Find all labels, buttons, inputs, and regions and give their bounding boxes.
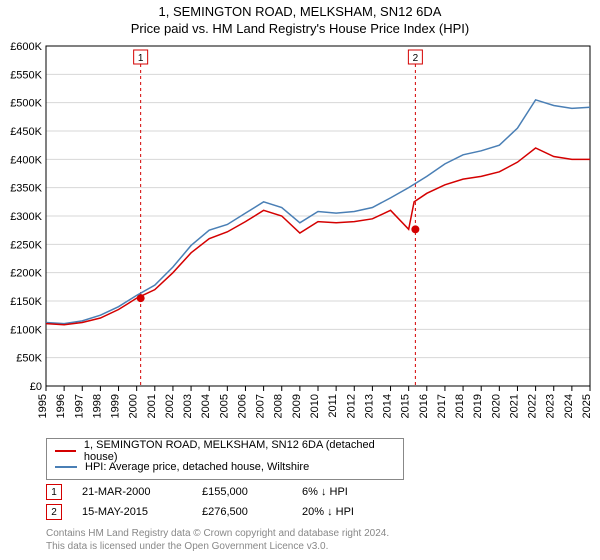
svg-text:2009: 2009 xyxy=(291,394,303,418)
legend-swatch xyxy=(55,450,76,452)
svg-text:2008: 2008 xyxy=(273,394,285,418)
svg-text:2006: 2006 xyxy=(236,394,248,418)
svg-text:2025: 2025 xyxy=(581,394,593,418)
svg-text:2001: 2001 xyxy=(146,394,158,418)
svg-text:£250K: £250K xyxy=(10,239,42,251)
svg-text:£0: £0 xyxy=(30,381,42,393)
title-address: 1, SEMINGTON ROAD, MELKSHAM, SN12 6DA xyxy=(0,4,600,19)
marker-price: £276,500 xyxy=(202,506,302,518)
svg-text:2002: 2002 xyxy=(164,394,176,418)
svg-text:2: 2 xyxy=(413,53,419,64)
svg-text:1996: 1996 xyxy=(55,394,67,418)
svg-text:2021: 2021 xyxy=(508,394,520,418)
price-chart: £0 £50K £100K £150K £200K £250K £300K £350K £400… xyxy=(0,36,600,431)
chart-titles: 1, SEMINGTON ROAD, MELKSHAM, SN12 6DA Pr… xyxy=(0,0,600,36)
svg-text:2012: 2012 xyxy=(345,394,357,418)
svg-text:2017: 2017 xyxy=(436,394,448,418)
svg-text:2014: 2014 xyxy=(382,394,394,418)
marker-pct: 20% ↓ HPI xyxy=(302,506,354,518)
svg-text:£200K: £200K xyxy=(10,268,42,280)
legend-box: 1, SEMINGTON ROAD, MELKSHAM, SN12 6DA (d… xyxy=(46,438,404,480)
marker-pct: 6% ↓ HPI xyxy=(302,486,348,498)
svg-text:2003: 2003 xyxy=(182,394,194,418)
footer-line2: This data is licensed under the Open Gov… xyxy=(46,541,389,554)
legend-swatch xyxy=(55,466,77,468)
svg-text:1999: 1999 xyxy=(110,394,122,418)
svg-text:2020: 2020 xyxy=(490,394,502,418)
svg-text:£300K: £300K xyxy=(10,211,42,223)
legend-label: 1, SEMINGTON ROAD, MELKSHAM, SN12 6DA (d… xyxy=(84,439,395,463)
svg-text:2023: 2023 xyxy=(545,394,557,418)
svg-text:£400K: £400K xyxy=(10,154,42,166)
svg-text:1997: 1997 xyxy=(73,394,85,418)
marker-price: £155,000 xyxy=(202,486,302,498)
svg-text:£450K: £450K xyxy=(10,126,42,138)
svg-text:£100K: £100K xyxy=(10,324,42,336)
legend-item: 1, SEMINGTON ROAD, MELKSHAM, SN12 6DA (d… xyxy=(55,443,395,459)
title-subtitle: Price paid vs. HM Land Registry's House … xyxy=(0,21,600,36)
marker-number-box: 2 xyxy=(46,504,62,520)
marker-number-box: 1 xyxy=(46,484,62,500)
svg-text:2004: 2004 xyxy=(200,394,212,418)
svg-text:£550K: £550K xyxy=(10,69,42,81)
svg-text:2013: 2013 xyxy=(363,394,375,418)
svg-text:£50K: £50K xyxy=(16,353,42,365)
svg-text:£600K: £600K xyxy=(10,41,42,53)
legend-label: HPI: Average price, detached house, Wilt… xyxy=(85,461,309,473)
svg-text:2000: 2000 xyxy=(128,394,140,418)
footer-line1: Contains HM Land Registry data © Crown c… xyxy=(46,528,389,541)
svg-text:2022: 2022 xyxy=(527,394,539,418)
svg-text:1: 1 xyxy=(138,53,144,64)
svg-text:2005: 2005 xyxy=(218,394,230,418)
svg-text:2011: 2011 xyxy=(327,394,339,418)
svg-text:£500K: £500K xyxy=(10,98,42,110)
svg-text:2024: 2024 xyxy=(563,394,575,418)
footer-attribution: Contains HM Land Registry data © Crown c… xyxy=(46,528,389,553)
svg-text:1995: 1995 xyxy=(37,394,49,418)
marker-row: 1 21-MAR-2000£155,0006% ↓ HPI xyxy=(46,482,354,502)
marker-row: 2 15-MAY-2015£276,50020% ↓ HPI xyxy=(46,502,354,522)
svg-text:1998: 1998 xyxy=(91,394,103,418)
svg-text:2016: 2016 xyxy=(418,394,430,418)
svg-text:2007: 2007 xyxy=(255,394,267,418)
marker-legend: 1 21-MAR-2000£155,0006% ↓ HPI 2 15-MAY-2015… xyxy=(46,482,354,522)
marker-date: 15-MAY-2015 xyxy=(82,506,202,518)
svg-text:£150K: £150K xyxy=(10,296,42,308)
svg-text:2019: 2019 xyxy=(472,394,484,418)
svg-text:£350K: £350K xyxy=(10,183,42,195)
svg-text:2010: 2010 xyxy=(309,394,321,418)
svg-text:2015: 2015 xyxy=(400,394,412,418)
marker-date: 21-MAR-2000 xyxy=(82,486,202,498)
svg-text:2018: 2018 xyxy=(454,394,466,418)
